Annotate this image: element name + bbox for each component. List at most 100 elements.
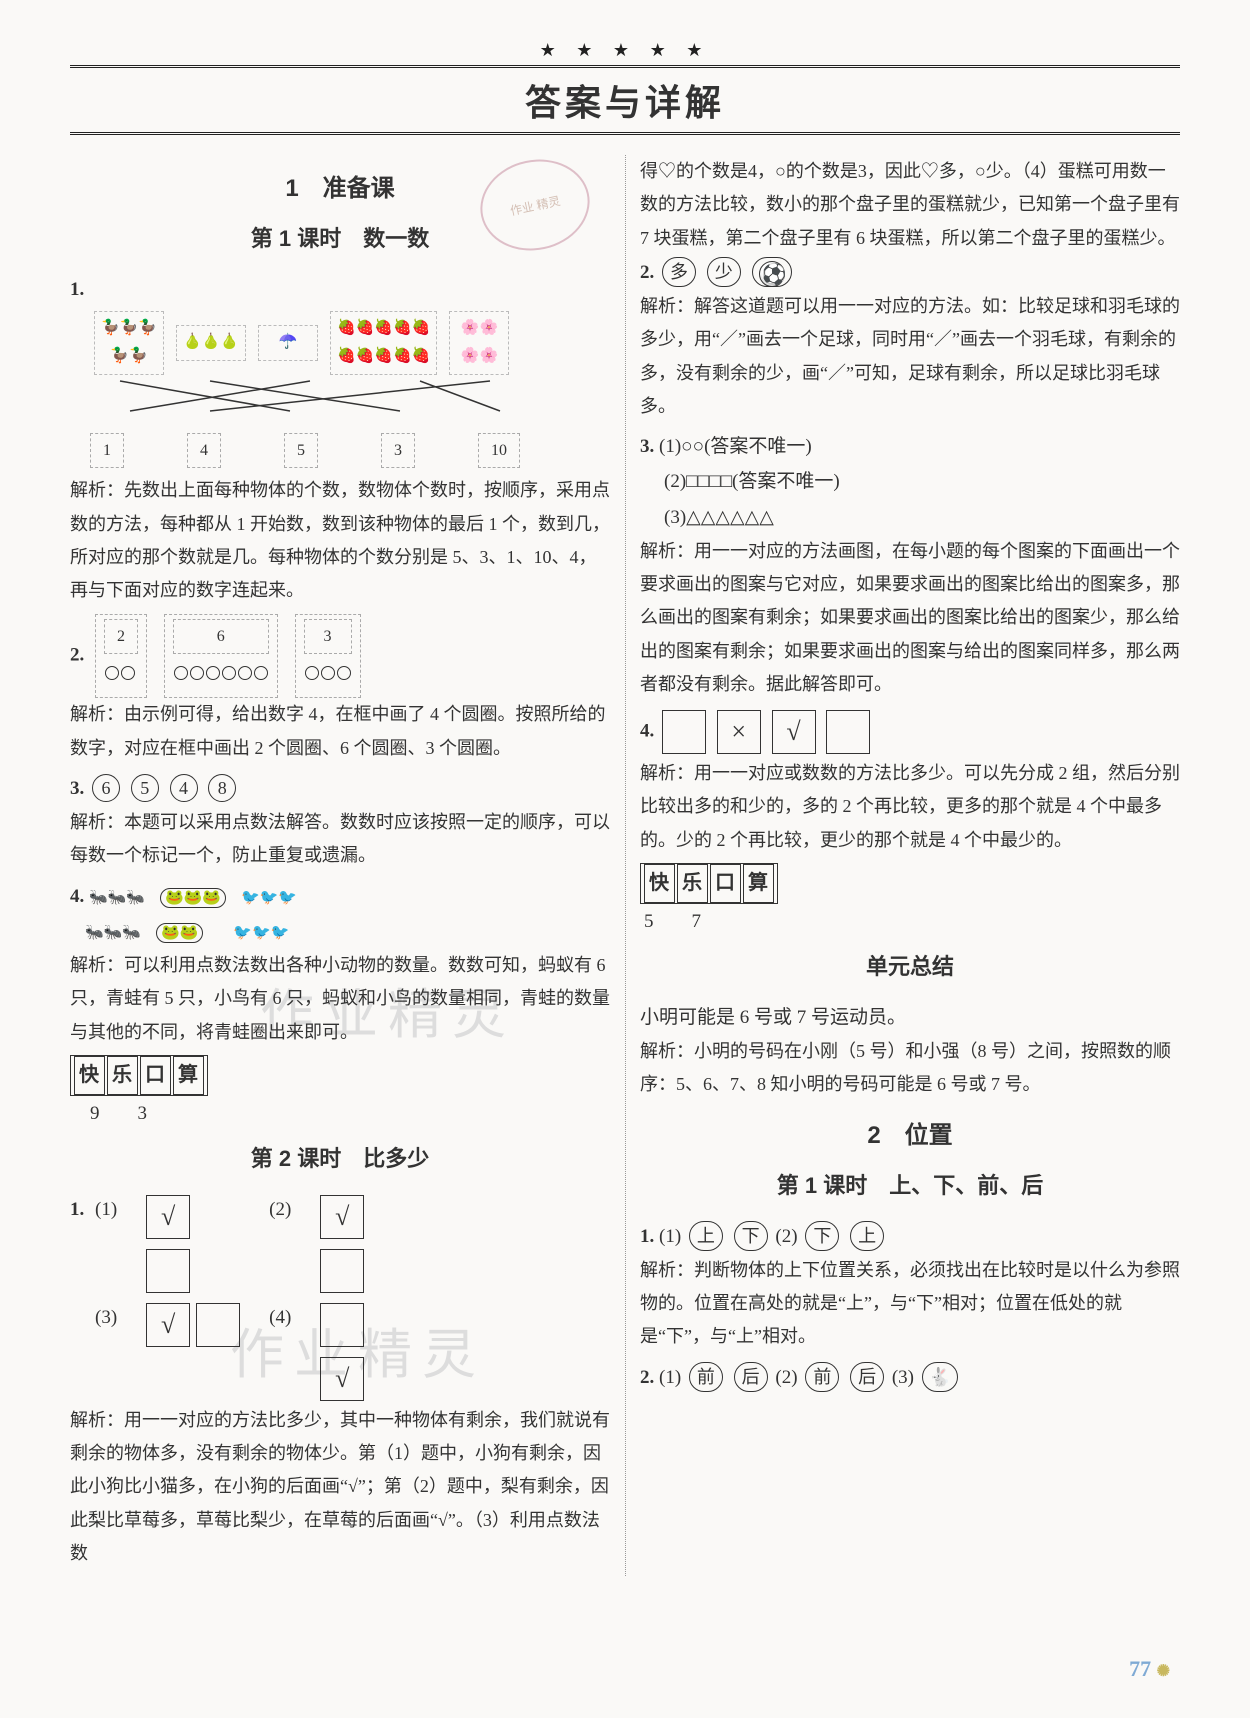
q-number: 2. bbox=[640, 1367, 654, 1388]
q3-line2: (2)□□□□(答案不唯一) bbox=[640, 471, 840, 492]
column-divider bbox=[625, 155, 626, 1576]
check-box: √ bbox=[320, 1195, 364, 1239]
s2-q1: 1. (1) 上 下 (2) 下 上 解析：判断物体的上下位置关系，必须找出在比… bbox=[640, 1219, 1180, 1354]
check-box bbox=[320, 1303, 364, 1347]
icon-group: ☂️ bbox=[258, 325, 318, 361]
fun-calc-values: 5 7 bbox=[644, 904, 1180, 939]
sub-label: (1) bbox=[659, 1367, 681, 1388]
num-label: 1 bbox=[90, 433, 124, 469]
page-header: ★ ★ ★ ★ ★ 答案与详解 bbox=[70, 40, 1180, 135]
icon-group: 🍐🍐🍐 bbox=[176, 325, 246, 361]
soccer-icon bbox=[759, 261, 785, 287]
sub-label: (1) bbox=[659, 1226, 681, 1247]
q-number: 3. bbox=[640, 436, 654, 457]
num-label: 3 bbox=[381, 433, 415, 469]
s2-q2: 2. (1) 前 后 (2) 前 后 (3) 🐇 bbox=[640, 1360, 1180, 1395]
r-q3: 3. (1)○○(答案不唯一) (2)□□□□(答案不唯一) (3)△△△△△△… bbox=[640, 429, 1180, 701]
q1-4: 4. 🐜🐜🐜 🐸🐸🐸 🐦🐦🐦 🐜🐜🐜 🐸🐸 🐦🐦🐦 解析：可以利用点数法数出各种… bbox=[70, 879, 610, 1049]
circled-image-icon: 🐇 bbox=[922, 1362, 958, 1392]
q1-3: 3. 6 5 4 8 解析：本题可以采用点数法解答。数数时应该按照一定的顺序，可… bbox=[70, 771, 610, 873]
circled-answer: 前 bbox=[689, 1362, 723, 1392]
answer-box bbox=[662, 710, 706, 754]
fun-calc-block: 快乐口算 9 3 bbox=[70, 1055, 610, 1131]
count-box: 2 bbox=[95, 614, 147, 699]
num-label: 10 bbox=[478, 433, 520, 469]
sub-label: (3) bbox=[892, 1367, 914, 1388]
q1-1: 1. 🦆🦆🦆🦆🦆 🍐🍐🍐 ☂️ 🍓🍓🍓🍓🍓🍓🍓🍓🍓🍓 🌸🌸🌸🌸 1 4 bbox=[70, 272, 610, 608]
check-box bbox=[320, 1249, 364, 1293]
q-number: 1. bbox=[640, 1226, 654, 1247]
unit-summary-title: 单元总结 bbox=[640, 947, 1180, 988]
q1-explanation: 解析：先数出上面每种物体的个数，数物体个数时，按顺序，采用点数的方法，每种都从 … bbox=[70, 474, 610, 607]
q-number: 2. bbox=[70, 644, 84, 665]
q2-explanation: 解析：由示例可得，给出数字 4，在框中画了 4 个圆圈。按照所给的数字，对应在框… bbox=[70, 698, 610, 765]
fun-calc-label: 快乐口算 bbox=[640, 863, 778, 904]
circled-ball-icon bbox=[752, 257, 792, 287]
animal-icons: 🐜🐜🐜 🐸🐸🐸 🐦🐦🐦 🐜🐜🐜 🐸🐸 🐦🐦🐦 bbox=[70, 888, 297, 943]
q2-1: 1. (1) √ (2) √ (3) √ (4) √ 解析：用一一对应的方法比多… bbox=[70, 1192, 610, 1570]
left-column: 1 准备课 第 1 课时 数一数 1. 🦆🦆🦆🦆🦆 🍐🍐🍐 ☂️ 🍓🍓🍓🍓🍓🍓🍓… bbox=[70, 155, 610, 1576]
circled-answer: 上 bbox=[689, 1221, 723, 1251]
q-number: 3. bbox=[70, 778, 84, 799]
q1-2: 2. 2 6 3 解析：由示例可得，给出数字 4，在框中画了 4 个圆圈。按照所… bbox=[70, 614, 610, 765]
count-label: 6 bbox=[173, 619, 269, 655]
answer-box: √ bbox=[772, 710, 816, 754]
fun-calc-values: 9 3 bbox=[90, 1096, 610, 1131]
check-box: √ bbox=[320, 1357, 364, 1401]
unit-summary-text: 小明可能是 6 号或 7 号运动员。 bbox=[640, 1000, 1180, 1035]
circled-answer: 后 bbox=[850, 1362, 884, 1392]
circled-answer: 下 bbox=[805, 1221, 839, 1251]
q3-explanation: 解析：用一一对应的方法画图，在每小题的每个图案的下面画出一个要求画出的图案与它对… bbox=[640, 535, 1180, 701]
icon-group: 🌸🌸🌸🌸 bbox=[449, 311, 509, 375]
answer-box: × bbox=[717, 710, 761, 754]
check-box bbox=[196, 1303, 240, 1347]
check-box bbox=[146, 1249, 190, 1293]
q-number: 1. bbox=[70, 1199, 84, 1220]
sub-label: (2) bbox=[269, 1192, 291, 1242]
circled-answer: 少 bbox=[707, 257, 741, 287]
check-box: √ bbox=[146, 1195, 190, 1239]
q3-line3: (3)△△△△△△ bbox=[640, 507, 774, 528]
num-label: 4 bbox=[187, 433, 221, 469]
q3-explanation: 解析：本题可以采用点数法解答。数数时应该按照一定的顺序，可以每数一个标记一个，防… bbox=[70, 806, 610, 873]
check-box: √ bbox=[146, 1303, 190, 1347]
icon-group: 🍓🍓🍓🍓🍓🍓🍓🍓🍓🍓 bbox=[330, 311, 437, 375]
circled-answer: 上 bbox=[850, 1221, 884, 1251]
r-q2: 2. 多 少 解析：解答这道题可以用一一对应的方法。如：比较足球和羽毛球的多少，… bbox=[640, 255, 1180, 423]
answer-box bbox=[826, 710, 870, 754]
count-box: 3 bbox=[295, 614, 361, 699]
continuation-text: 得♡的个数是4，○的个数是3，因此♡多，○少。（4）蛋糕可用数一数的方法比较，数… bbox=[640, 155, 1180, 255]
q1-explanation: 解析：用一一对应的方法比多少，其中一种物体有剩余，我们就说有剩余的物体多，没有剩… bbox=[70, 1404, 610, 1570]
sub-label: (3) bbox=[95, 1300, 117, 1350]
section-1-title: 1 准备课 bbox=[70, 167, 610, 211]
num-label: 5 bbox=[284, 433, 318, 469]
count-label: 3 bbox=[304, 619, 352, 655]
r-q4: 4. × √ 解析：用一一对应或数数的方法比多少。可以先分成 2 组，然后分别比… bbox=[640, 707, 1180, 857]
fun-calc-label: 快乐口算 bbox=[70, 1055, 208, 1096]
circled-answer: 6 bbox=[92, 774, 120, 802]
right-column: 得♡的个数是4，○的个数是3，因此♡多，○少。（4）蛋糕可用数一数的方法比较，数… bbox=[640, 155, 1180, 1576]
q4-explanation: 解析：可以利用点数法数出各种小动物的数量。数数可知，蚂蚁有 6 只，青蛙有 5 … bbox=[70, 949, 610, 1049]
header-stars: ★ ★ ★ ★ ★ bbox=[70, 40, 1180, 61]
sub-label: (2) bbox=[775, 1226, 797, 1247]
icon-group: 🦆🦆🦆🦆🦆 bbox=[94, 311, 164, 375]
lesson-2-1-title: 第 1 课时 上、下、前、后 bbox=[640, 1166, 1180, 1207]
lesson-1-2-title: 第 2 课时 比多少 bbox=[70, 1139, 610, 1180]
page-number: 77 ✺ bbox=[1129, 1656, 1170, 1682]
unit-summary-explanation: 解析：小明的号码在小刚（5 号）和小强（8 号）之间，按照数的顺序：5、6、7、… bbox=[640, 1035, 1180, 1102]
sub-label: (2) bbox=[775, 1367, 797, 1388]
count-box: 6 bbox=[164, 614, 278, 699]
q-number: 4. bbox=[640, 720, 654, 741]
s2-q1-explanation: 解析：判断物体的上下位置关系，必须找出在比较时是以什么为参照物的。位置在高处的就… bbox=[640, 1254, 1180, 1354]
q1-number-row: 1 4 5 3 10 bbox=[90, 433, 520, 469]
q-number: 4. bbox=[70, 886, 84, 907]
fun-calc-block: 快乐口算 5 7 bbox=[640, 863, 1180, 939]
section-2-title: 2 位置 bbox=[640, 1114, 1180, 1158]
checkbox-grid: (1) √ (2) √ (3) √ (4) √ bbox=[95, 1192, 367, 1404]
circled-answer: 多 bbox=[662, 257, 696, 287]
circled-answer: 下 bbox=[734, 1221, 768, 1251]
sub-label: (1) bbox=[95, 1192, 117, 1242]
count-label: 2 bbox=[104, 619, 138, 655]
page-deco-icon: ✺ bbox=[1157, 1663, 1170, 1680]
q-number: 2. bbox=[640, 262, 654, 283]
